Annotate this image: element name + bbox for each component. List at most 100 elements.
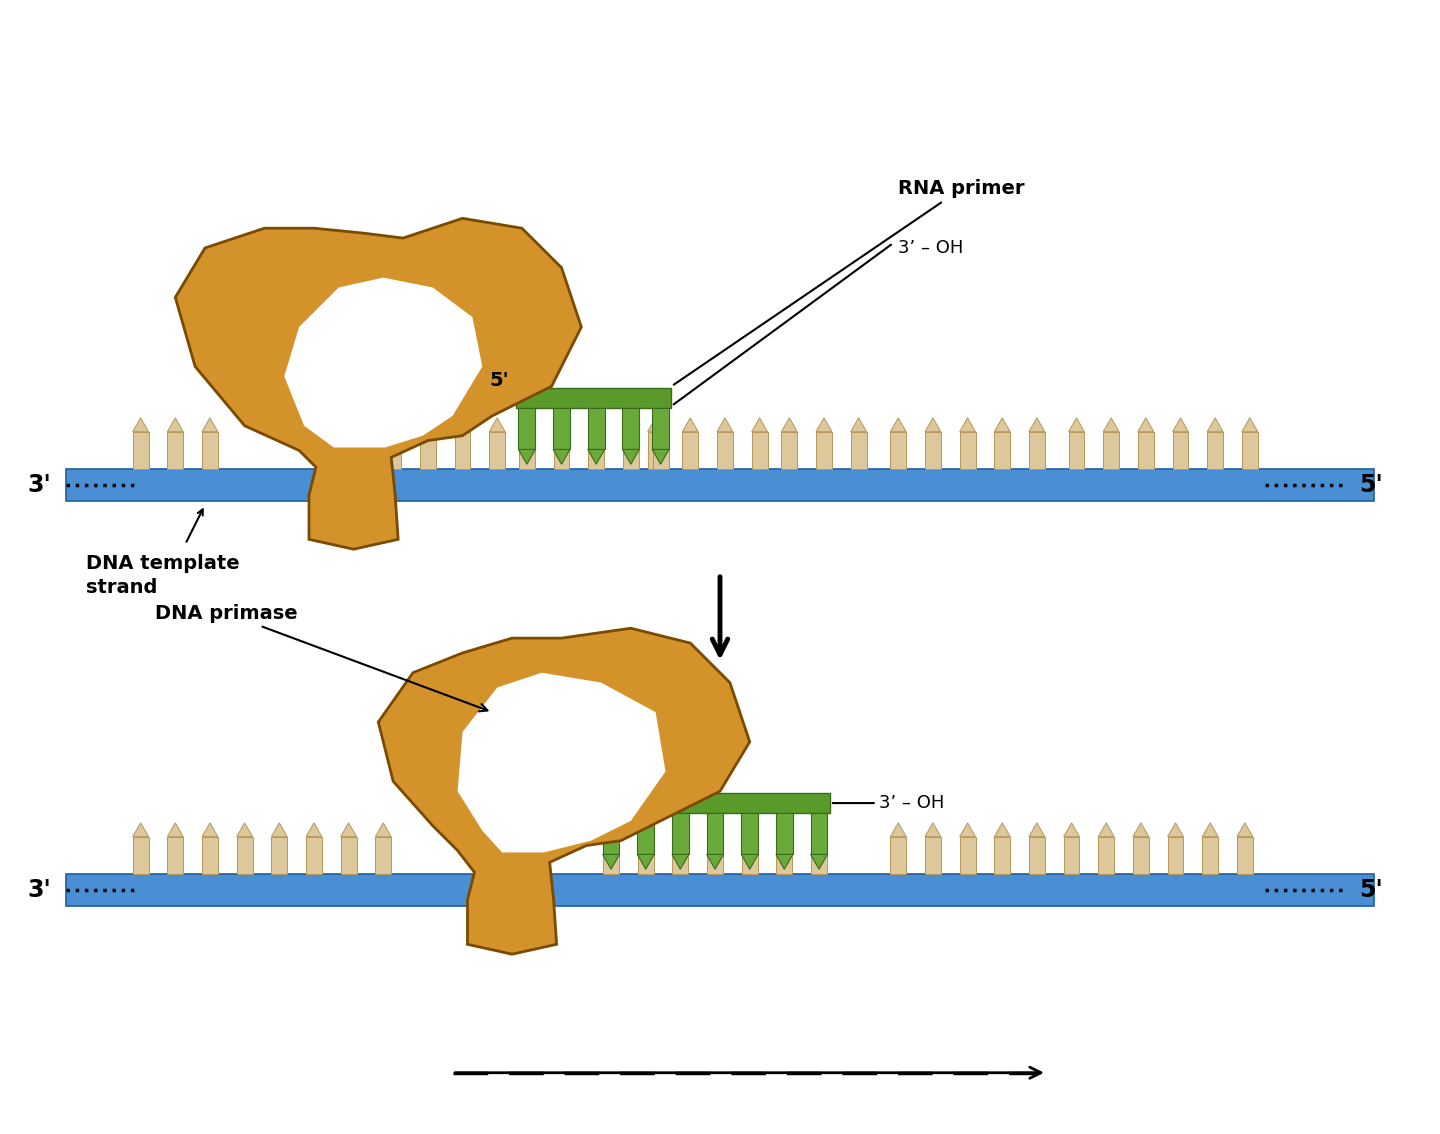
Polygon shape: [518, 417, 534, 432]
Polygon shape: [271, 823, 287, 837]
Polygon shape: [588, 449, 605, 464]
Bar: [66, 469, 1374, 501]
Polygon shape: [1207, 417, 1223, 432]
Polygon shape: [1138, 417, 1153, 432]
Bar: [1068, 432, 1084, 469]
Polygon shape: [648, 417, 664, 432]
Bar: [1138, 432, 1153, 469]
PathPatch shape: [284, 278, 482, 448]
Polygon shape: [959, 417, 975, 432]
Bar: [707, 813, 723, 854]
Bar: [588, 408, 605, 449]
Bar: [132, 432, 148, 469]
PathPatch shape: [379, 628, 750, 954]
Polygon shape: [1202, 823, 1218, 837]
Bar: [553, 408, 570, 449]
Bar: [516, 388, 671, 408]
Polygon shape: [652, 449, 670, 464]
Bar: [622, 408, 639, 449]
Polygon shape: [959, 823, 975, 837]
Polygon shape: [455, 417, 471, 432]
Text: DNA primase: DNA primase: [156, 604, 487, 711]
PathPatch shape: [176, 219, 582, 549]
Bar: [1030, 837, 1045, 874]
Bar: [518, 432, 534, 469]
Text: 5': 5': [490, 371, 510, 390]
Polygon shape: [1237, 823, 1253, 837]
Bar: [890, 432, 906, 469]
Bar: [420, 432, 436, 469]
Bar: [553, 432, 569, 469]
Bar: [683, 432, 698, 469]
Polygon shape: [995, 417, 1011, 432]
Bar: [995, 432, 1011, 469]
Polygon shape: [202, 417, 217, 432]
Polygon shape: [776, 854, 793, 870]
Text: 3’ – OH: 3’ – OH: [832, 794, 945, 812]
Bar: [1168, 837, 1184, 874]
Polygon shape: [717, 417, 733, 432]
Bar: [924, 837, 940, 874]
Polygon shape: [132, 823, 148, 837]
Polygon shape: [742, 823, 757, 837]
Polygon shape: [782, 417, 798, 432]
Bar: [202, 837, 217, 874]
Polygon shape: [995, 823, 1011, 837]
Polygon shape: [603, 823, 619, 837]
Polygon shape: [924, 417, 940, 432]
Polygon shape: [1172, 417, 1188, 432]
Bar: [1172, 432, 1188, 469]
Bar: [924, 432, 940, 469]
Bar: [672, 813, 688, 854]
Bar: [890, 837, 906, 874]
Polygon shape: [638, 823, 654, 837]
Bar: [236, 837, 252, 874]
Bar: [167, 432, 183, 469]
Polygon shape: [890, 417, 906, 432]
Polygon shape: [1030, 823, 1045, 837]
Bar: [1099, 837, 1115, 874]
Bar: [995, 837, 1011, 874]
Polygon shape: [386, 417, 402, 432]
Bar: [648, 432, 664, 469]
Bar: [776, 813, 793, 854]
Bar: [776, 837, 792, 874]
Bar: [851, 432, 867, 469]
Polygon shape: [376, 823, 392, 837]
Polygon shape: [624, 417, 639, 432]
Bar: [1241, 432, 1257, 469]
Text: 5': 5': [1359, 473, 1382, 497]
Polygon shape: [776, 823, 792, 837]
Bar: [66, 874, 1374, 906]
Polygon shape: [132, 417, 148, 432]
Polygon shape: [672, 823, 688, 837]
Polygon shape: [420, 417, 436, 432]
Polygon shape: [518, 449, 536, 464]
Polygon shape: [1168, 823, 1184, 837]
Bar: [816, 432, 832, 469]
PathPatch shape: [458, 672, 665, 853]
Polygon shape: [1133, 823, 1149, 837]
Text: RNA primer: RNA primer: [674, 179, 1025, 384]
Polygon shape: [652, 417, 668, 432]
Bar: [132, 837, 148, 874]
Polygon shape: [851, 417, 867, 432]
Bar: [707, 837, 723, 874]
Bar: [1202, 837, 1218, 874]
Bar: [341, 837, 357, 874]
Bar: [1237, 837, 1253, 874]
Text: 3’ – OH: 3’ – OH: [899, 239, 963, 257]
Polygon shape: [683, 417, 698, 432]
Polygon shape: [1103, 417, 1119, 432]
Bar: [386, 432, 402, 469]
Bar: [652, 432, 668, 469]
Polygon shape: [622, 449, 639, 464]
Polygon shape: [707, 854, 723, 870]
Bar: [589, 432, 605, 469]
Text: 5': 5': [1359, 878, 1382, 902]
Polygon shape: [1068, 417, 1084, 432]
Bar: [518, 408, 536, 449]
Bar: [652, 408, 670, 449]
Bar: [490, 432, 505, 469]
Polygon shape: [553, 449, 570, 464]
